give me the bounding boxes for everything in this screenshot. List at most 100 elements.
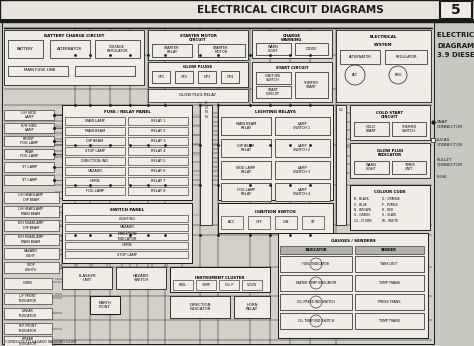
Text: C2: C2 [338,108,343,112]
Text: WARN
LIGHT: WARN LIGHT [365,163,376,171]
Bar [275,161,330,179]
Bar [219,280,239,290]
Text: DIRECTION IND: DIRECTION IND [82,159,109,163]
Bar [256,86,291,98]
Bar [148,30,248,60]
Bar [200,105,212,225]
Bar [354,161,389,174]
Bar [4,262,59,273]
Text: HORN: HORN [90,179,100,183]
Text: L/H HEADLAMP
DIP BEAM: L/H HEADLAMP DIP BEAM [18,193,44,202]
Bar [234,296,270,318]
Text: THERMO
START: THERMO START [303,81,319,89]
Bar [175,71,193,83]
Bar [65,224,188,231]
Text: ALTERNATOR: ALTERNATOR [348,55,372,59]
Bar [116,267,166,289]
Text: HAZARD
SWITCH: HAZARD SWITCH [133,274,149,282]
Text: HORN
RELAY: HORN RELAY [246,303,258,311]
Text: ELECTRICAL CIRCUIT: ELECTRICAL CIRCUIT [437,32,474,38]
Bar [128,117,188,125]
Bar [431,138,435,142]
Text: IGNITION SWITCH: IGNITION SWITCH [255,210,295,214]
Text: PRESS TRANS: PRESS TRANS [378,300,400,304]
Bar [355,256,424,272]
Bar [4,149,54,159]
Text: STARTER MOTOR
CIRCUIT: STARTER MOTOR CIRCUIT [180,34,217,42]
Bar [198,71,216,83]
Bar [350,185,430,230]
Text: REGULATOR: REGULATOR [395,55,417,59]
Text: ELECTRICAL: ELECTRICAL [369,35,397,39]
Bar [75,66,135,76]
Bar [302,216,324,229]
Text: G - GREEN: G - GREEN [354,213,370,218]
Text: L/H HEADLAMP
MAIN BEAM: L/H HEADLAMP MAIN BEAM [18,207,44,216]
Text: RELAY 4: RELAY 4 [151,149,165,153]
Bar [252,62,332,102]
Bar [385,50,427,64]
Text: BATTERY: BATTERY [17,47,34,51]
Text: RELAY 2: RELAY 2 [151,129,165,133]
Text: ST: ST [311,220,315,224]
Bar [280,313,352,329]
Text: R/F FRONT
INDICATOR: R/F FRONT INDICATOR [19,324,37,333]
Bar [221,139,271,157]
Text: BULLET
CONNECTOR: BULLET CONNECTOR [437,158,463,167]
Text: STOP LAMP: STOP LAMP [85,149,105,153]
Text: FRONT
FOG LAMP: FRONT FOG LAMP [20,137,38,145]
Text: SNAP
CONNECTOR: SNAP CONNECTOR [437,120,463,129]
Bar [198,44,245,57]
Text: VOLTAGE
REGULATOR: VOLTAGE REGULATOR [106,45,128,53]
Text: GLOW PLUGS: GLOW PLUGS [183,65,212,69]
Text: FOG LAMP
RELAY: FOG LAMP RELAY [237,188,255,196]
Text: RELAY 1: RELAY 1 [151,119,165,123]
Text: LAMP
SWITCH 4: LAMP SWITCH 4 [293,188,310,196]
Text: L/REAR
INDICATOR: L/REAR INDICATOR [19,309,37,318]
Bar [62,203,192,263]
Text: RELAY 8: RELAY 8 [151,189,165,193]
Bar [50,40,90,58]
Bar [170,296,230,318]
Text: LIGHTING RELAYS: LIGHTING RELAYS [255,110,295,114]
Text: P - PURPLE: P - PURPLE [382,202,398,207]
Text: ALTERNATOR: ALTERNATOR [57,47,82,51]
Bar [275,117,330,135]
Text: MAIN LAMP: MAIN LAMP [85,119,105,123]
Text: T/T LAMP: T/T LAMP [21,178,37,182]
Text: TEMP TRANS: TEMP TRANS [379,281,400,285]
Bar [128,187,188,195]
Bar [275,139,330,157]
Bar [4,162,54,172]
Text: ACC: ACC [228,220,236,224]
Bar [221,216,243,229]
Text: OIL P: OIL P [225,283,233,287]
Bar [152,44,192,57]
Text: MAIN BEAM
RELAY: MAIN BEAM RELAY [236,122,256,130]
Text: HAZARD: HAZARD [88,169,102,173]
Bar [354,122,389,136]
Bar [248,216,270,229]
Bar [340,50,380,64]
Text: LIGHTING: LIGHTING [118,217,136,220]
Text: STARTER
RELAY: STARTER RELAY [164,46,180,54]
Text: GP3: GP3 [203,75,210,79]
Bar [62,105,192,200]
Bar [90,296,120,314]
Text: R - RED: R - RED [382,208,393,212]
Text: INDICATOR: INDICATOR [305,248,327,252]
Text: ELECTRICAL CIRCUIT DIAGRAMS: ELECTRICAL CIRCUIT DIAGRAMS [197,5,383,15]
Text: HORN: HORN [122,244,132,247]
Bar [355,294,424,310]
Bar [65,147,125,155]
Text: GP2: GP2 [181,75,188,79]
Bar [4,136,54,146]
Bar [8,66,68,76]
Text: THERMO
SWITCH: THERMO SWITCH [401,125,417,133]
Bar [4,220,59,231]
Text: FUEL: FUEL [179,283,187,287]
Bar [0,0,474,22]
Text: TEMP TRANS: TEMP TRANS [379,319,400,323]
Bar [280,246,352,254]
Bar [65,177,125,185]
